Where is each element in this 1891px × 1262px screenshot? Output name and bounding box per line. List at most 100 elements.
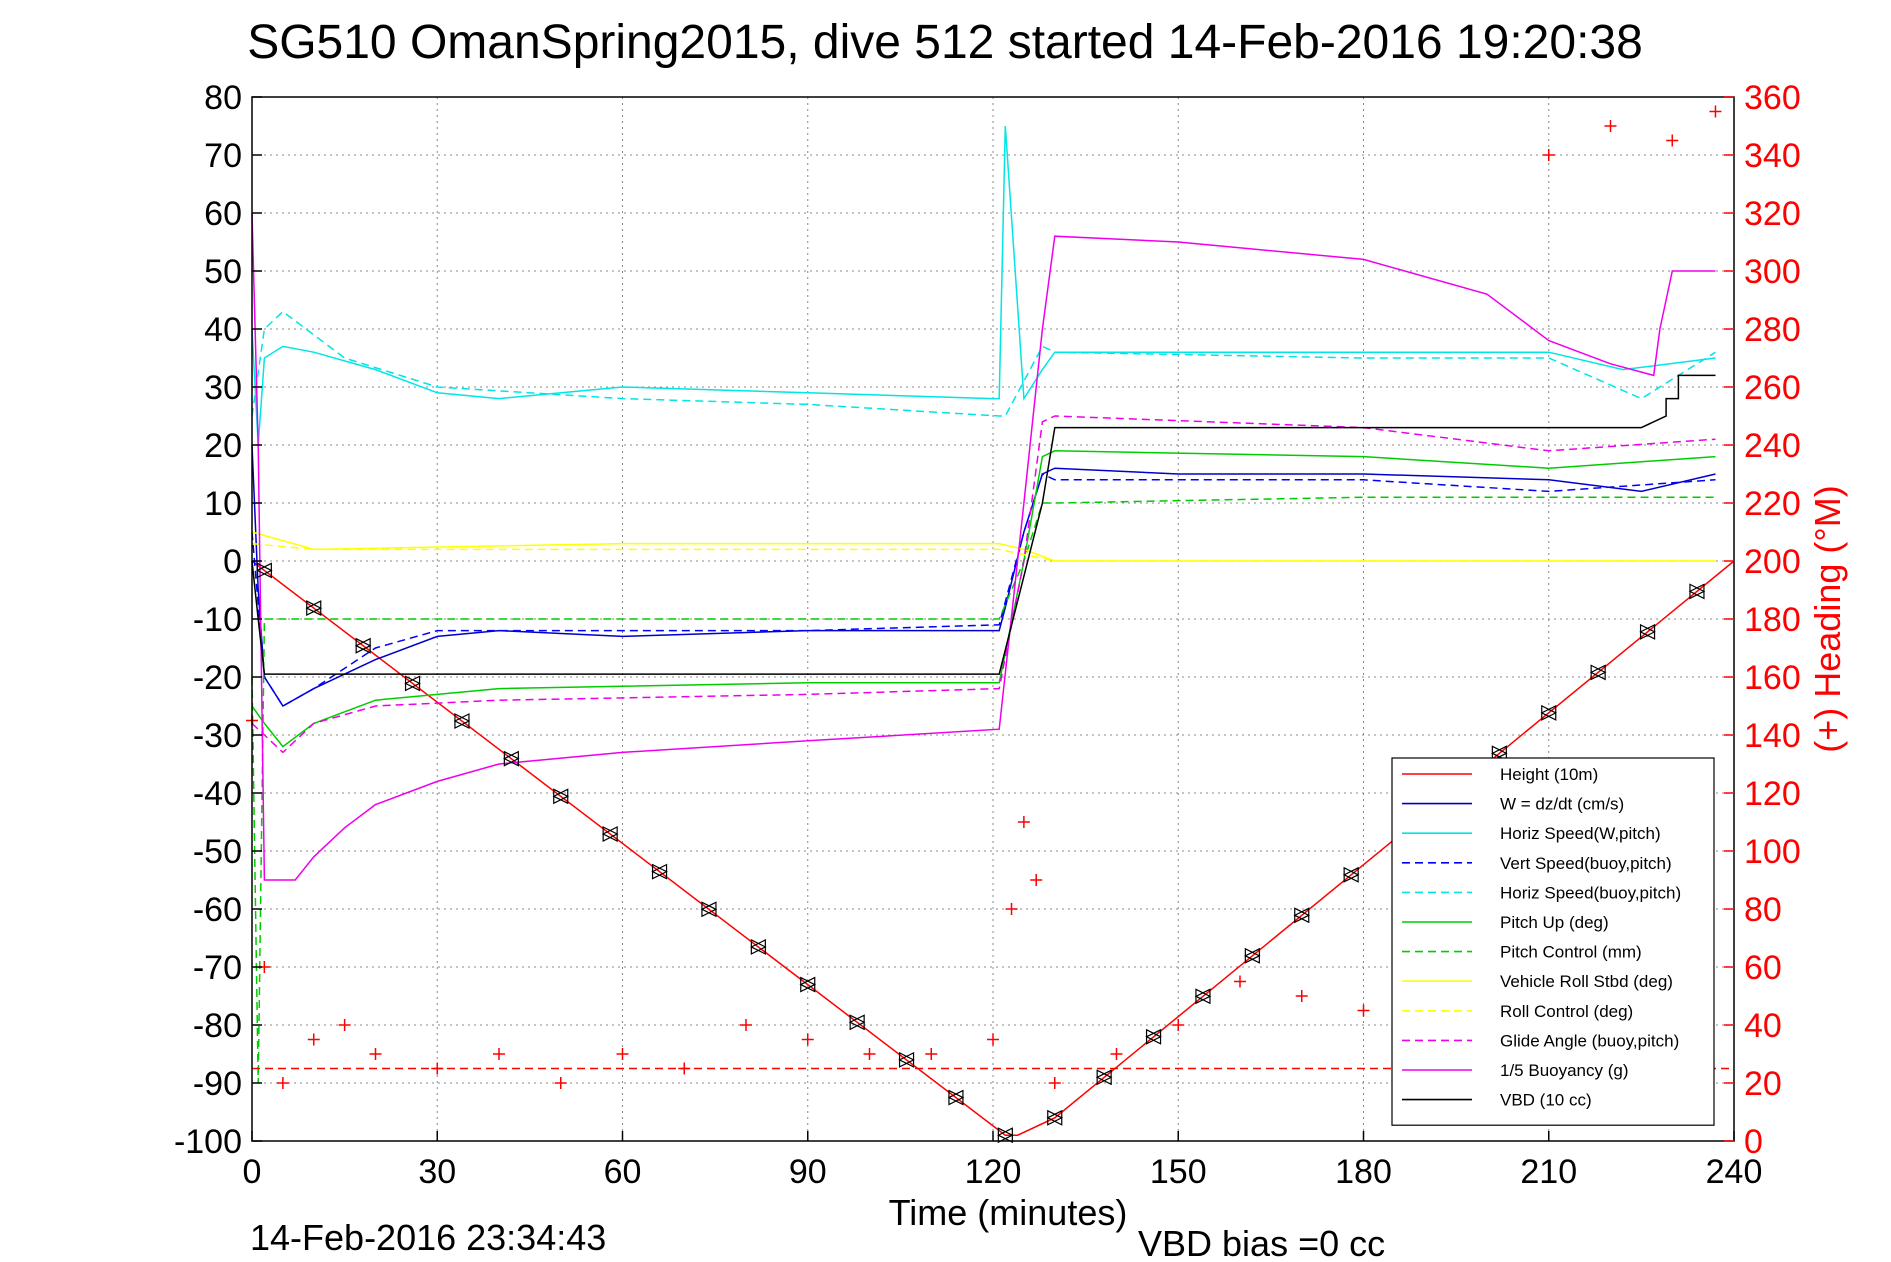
heading-point <box>863 1048 876 1060</box>
footer-timestamp: 14-Feb-2016 23:34:43 <box>250 1217 606 1258</box>
height-marker <box>1589 664 1607 681</box>
chart-title: SG510 OmanSpring2015, dive 512 started 1… <box>247 16 1643 69</box>
x-tick-label: 90 <box>789 1153 827 1191</box>
x-axis: 0 30 60 90 120 150 180 210 240 <box>243 1131 1763 1191</box>
height-marker <box>1046 1109 1064 1126</box>
y-right-tick-label: 20 <box>1744 1065 1782 1103</box>
y-tick-label: -20 <box>193 659 242 697</box>
heading-point <box>1542 149 1555 161</box>
y-right-tick-label: 100 <box>1744 833 1801 871</box>
legend-label: Horiz Speed(W,pitch) <box>1500 824 1661 843</box>
series-horiz-speed-buoy-pitch <box>251 310 1716 417</box>
x-tick-label: 0 <box>243 1153 262 1191</box>
y-right-tick-label: 200 <box>1744 543 1801 581</box>
heading-point <box>1709 105 1722 118</box>
heading-point <box>1666 134 1679 147</box>
y-axis-left: 80 70 60 50 40 30 20 10 0 -10 -20 -30 -40 -50 -60 -70 -8… <box>174 79 262 1161</box>
height-marker <box>1342 866 1360 883</box>
legend-label: 1/5 Buoyancy (g) <box>1500 1061 1629 1080</box>
height-marker <box>947 1089 965 1106</box>
y-right-tick-label: 220 <box>1744 485 1801 523</box>
heading-point <box>1604 120 1617 132</box>
y-tick-label: -40 <box>193 775 242 813</box>
heading-point <box>493 1048 505 1060</box>
height-marker <box>1244 947 1261 964</box>
heading-point <box>1110 1048 1123 1060</box>
y-right-tick-label: 320 <box>1744 195 1801 233</box>
y-tick-label: -70 <box>193 949 242 987</box>
y-right-tick-label: 0 <box>1744 1123 1763 1161</box>
legend-label: Pitch Up (deg) <box>1500 913 1609 932</box>
height-marker <box>354 637 372 654</box>
height-marker <box>503 750 520 767</box>
legend-label: Height (10m) <box>1500 765 1598 784</box>
y-tick-label: 60 <box>204 195 242 233</box>
legend-label: Pitch Control (mm) <box>1500 943 1642 962</box>
height-marker <box>750 938 767 955</box>
x-axis-label: Time (minutes) <box>889 1192 1128 1233</box>
x-tick-label: 60 <box>604 1153 642 1191</box>
series-roll-control-deg <box>251 542 1716 562</box>
grid <box>251 96 1735 1142</box>
x-tick-label: 180 <box>1335 1153 1392 1191</box>
legend-label: Roll Control (deg) <box>1500 1002 1633 1021</box>
y-tick-label: -60 <box>193 891 242 929</box>
legend-label: Glide Angle (buoy,pitch) <box>1500 1031 1679 1050</box>
y-tick-label: 20 <box>204 427 242 465</box>
height-marker <box>601 826 619 842</box>
height-marker <box>404 675 421 692</box>
y-tick-label: 30 <box>204 369 242 407</box>
y-tick-label: 10 <box>204 485 242 523</box>
x-tick-label: 120 <box>965 1153 1022 1191</box>
y-tick-label: -10 <box>193 601 242 639</box>
height-marker <box>1540 704 1558 721</box>
legend-label: Horiz Speed(buoy,pitch) <box>1500 883 1681 902</box>
height-marker <box>1194 988 1212 1005</box>
footer-vbd-bias: VBD bias =0 cc <box>1138 1223 1385 1262</box>
heading-point <box>925 1048 938 1060</box>
heading-point <box>1017 816 1030 828</box>
y-right-tick-label: 280 <box>1744 311 1801 349</box>
series-pitch-control-mm <box>251 496 1716 1084</box>
heading-point <box>616 1048 629 1060</box>
series-w-dz-dt-cm-s <box>251 444 1716 708</box>
right-axis-label: (+) Heading (°M) <box>1807 485 1848 752</box>
heading-point <box>307 1033 320 1046</box>
series-vbd-10-cc <box>251 374 1716 675</box>
height-marker <box>256 562 273 579</box>
height-marker <box>651 863 668 880</box>
legend-label: Vert Speed(buoy,pitch) <box>1500 854 1672 873</box>
heading-point <box>1172 1019 1185 1031</box>
heading-point <box>554 1077 567 1089</box>
heading-point <box>1357 1004 1370 1017</box>
y-right-tick-label: 140 <box>1744 717 1801 755</box>
y-right-tick-label: 40 <box>1744 1007 1782 1045</box>
heading-point <box>338 1019 351 1031</box>
x-tick-label: 150 <box>1150 1153 1207 1191</box>
series-glide-angle-buoy-pitch <box>251 415 1716 754</box>
legend-label: W = dz/dt (cm/s) <box>1500 795 1624 814</box>
legend-label: VBD (10 cc) <box>1500 1091 1592 1110</box>
legend: Height (10m) W = dz/dt (cm/s) Horiz Speed(… <box>1391 757 1715 1126</box>
y-right-tick-label: 340 <box>1744 137 1801 175</box>
heading-point <box>276 1077 289 1089</box>
height-marker <box>848 1014 866 1031</box>
y-tick-label: 50 <box>204 253 242 291</box>
series-pitch-up-deg <box>251 450 1716 748</box>
x-tick-label: 210 <box>1520 1153 1577 1191</box>
y-right-tick-label: 120 <box>1744 775 1801 813</box>
x-tick-label: 240 <box>1706 1153 1763 1191</box>
height-marker <box>453 713 471 729</box>
y-right-tick-label: 240 <box>1744 427 1801 465</box>
y-tick-label: 0 <box>223 543 242 581</box>
legend-box <box>1391 757 1715 1126</box>
height-marker <box>552 788 570 805</box>
y-right-tick-label: 300 <box>1744 253 1801 291</box>
series-vert-speed-buoy-pitch <box>251 472 1716 708</box>
height-marker <box>1688 583 1706 600</box>
heading-point <box>1295 990 1308 1002</box>
heading-point <box>987 1033 999 1046</box>
y-tick-label: 70 <box>204 137 242 175</box>
height-marker <box>1639 623 1656 640</box>
